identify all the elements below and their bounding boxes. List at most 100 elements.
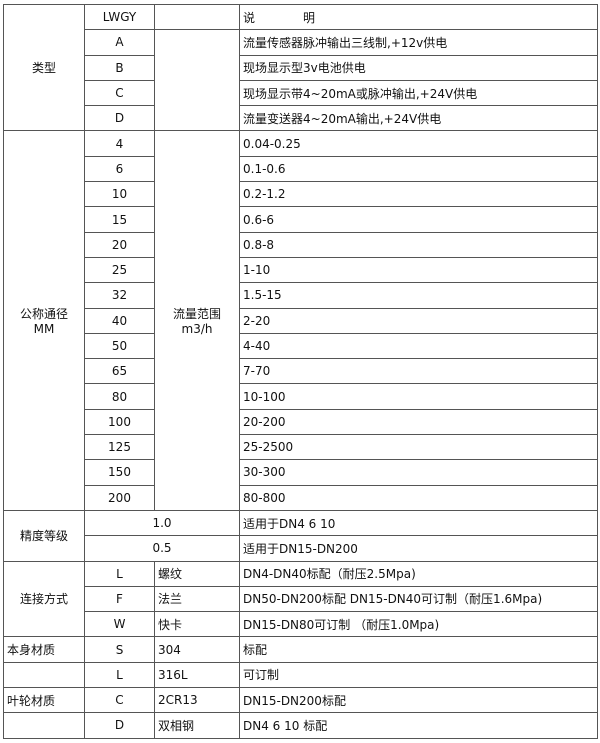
table-row: 100 20-200 — [4, 408, 598, 436]
type-description: 流量变送器4~20mA输出,+24V供电 — [239, 105, 598, 132]
material-code: L — [84, 661, 155, 689]
type-code: B — [84, 54, 155, 81]
table-row: 精度等级 1.0 适用于DN4 6 10 — [3, 509, 598, 562]
flow-range: 0.2-1.2 — [239, 181, 598, 208]
material-code: S — [84, 636, 155, 663]
material-name: 304 — [154, 636, 240, 663]
table-row: D 流量变送器4~20mA输出,+24V供电 — [4, 105, 598, 132]
table-row: 65 7-70 — [4, 358, 598, 385]
material-description: DN4 6 10 标配 — [239, 712, 598, 739]
material-description: 标配 — [239, 636, 598, 663]
body-material-label — [3, 661, 85, 689]
blank-cell — [154, 29, 240, 132]
flow-range: 10-100 — [239, 383, 598, 410]
material-name: 316L — [154, 661, 240, 689]
diameter-code: 200 — [84, 484, 155, 511]
table-row: 15 0.6-6 — [4, 206, 598, 233]
connection-description: DN15-DN80可订制 （耐压1.0Mpa) — [239, 611, 598, 638]
diameter-code: 50 — [84, 332, 155, 360]
accuracy-label: 精度等级 — [3, 509, 85, 562]
material-name: 2CR13 — [154, 687, 240, 714]
table-row: A 流量传感器脉冲输出三线制,+12v供电 — [4, 29, 598, 132]
type-code: D — [84, 105, 155, 132]
type-code: A — [84, 29, 155, 56]
table-row: C 现场显示带4~20mA或脉冲输出,+24V供电 — [4, 79, 598, 107]
diameter-label-text: 公称通径 — [19, 307, 68, 322]
connection-code: W — [84, 611, 155, 638]
material-description: 可订制 — [239, 661, 598, 689]
table-row: 32 1.5-15 — [4, 282, 598, 309]
body-material-label: 本身材质 — [3, 636, 85, 663]
spec-table: 类型 LWGY 说 明 A 流量传感器脉冲输出三线制,+12v供电 B 现场显示型3v电池供… — [3, 3, 598, 739]
flow-range: 0.04-0.25 — [239, 130, 598, 157]
accuracy-code: 0.5 — [84, 535, 240, 562]
table-row: 连接方式 L 螺纹 DN4-DN40标配（耐压2.5Mpa) — [3, 560, 598, 638]
table-row: 公称通径 MM 4 流量范围 m3/h 0.04-0.25 — [3, 130, 598, 511]
table-row: 40 2-20 — [4, 307, 598, 334]
table-row: 叶轮材质 C 2CR13 DN15-DN200标配 — [3, 687, 598, 714]
table-row: 类型 LWGY 说 明 — [3, 3, 598, 132]
table-row: W 快卡 DN15-DN80可订制 （耐压1.0Mpa) — [4, 611, 598, 638]
type-label: 类型 — [3, 3, 85, 132]
diameter-label: 公称通径 MM — [3, 130, 85, 511]
diameter-code: 150 — [84, 459, 155, 486]
diameter-code: 4 — [84, 130, 155, 157]
diameter-code: 25 — [84, 256, 155, 284]
diameter-code: 10 — [84, 181, 155, 208]
table-row: 25 1-10 — [4, 256, 598, 284]
flow-range: 7-70 — [239, 358, 598, 385]
flow-range: 80-800 — [239, 484, 598, 511]
table-row: 80 10-100 — [4, 383, 598, 410]
connection-label: 连接方式 — [3, 560, 85, 638]
type-description: 现场显示带4~20mA或脉冲输出,+24V供电 — [239, 79, 598, 107]
impeller-material-label: 叶轮材质 — [3, 687, 85, 714]
flow-range: 0.8-8 — [239, 231, 598, 258]
accuracy-description: 适用于DN15-DN200 — [239, 535, 598, 562]
blank-cell — [154, 3, 240, 31]
material-code: C — [84, 687, 155, 714]
accuracy-description: 适用于DN4 6 10 — [239, 509, 598, 537]
diameter-code: 125 — [84, 434, 155, 461]
flow-range-label: 流量范围 m3/h — [154, 130, 240, 511]
flow-range: 30-300 — [239, 459, 598, 486]
material-code: D — [84, 712, 155, 739]
connection-code: F — [84, 585, 155, 613]
flow-range: 1.5-15 — [239, 282, 598, 309]
type-description: 现场显示型3v电池供电 — [239, 54, 598, 81]
flow-range: 20-200 — [239, 408, 598, 436]
material-description: DN15-DN200标配 — [239, 687, 598, 714]
connection-code: L — [84, 560, 155, 587]
diameter-code: 20 — [84, 231, 155, 258]
table-row: 6 0.1-0.6 — [4, 155, 598, 183]
code-header: LWGY — [84, 3, 155, 31]
diameter-unit: MM — [33, 322, 55, 337]
flow-range: 1-10 — [239, 256, 598, 284]
connection-name: 快卡 — [154, 611, 240, 638]
table-row: 本身材质 S 304 标配 — [3, 636, 598, 663]
flow-range: 4-40 — [239, 332, 598, 360]
impeller-material-label — [3, 712, 85, 739]
flow-range: 0.1-0.6 — [239, 155, 598, 183]
diameter-code: 32 — [84, 282, 155, 309]
type-description: 流量传感器脉冲输出三线制,+12v供电 — [239, 29, 598, 56]
table-row: L 316L 可订制 — [3, 661, 598, 689]
connection-description: DN50-DN200标配 DN15-DN40可订制（耐压1.6Mpa) — [239, 585, 598, 613]
table-row: 50 4-40 — [4, 332, 598, 360]
flow-range: 2-20 — [239, 307, 598, 334]
type-code: C — [84, 79, 155, 107]
table-row: 10 0.2-1.2 — [4, 181, 598, 208]
table-row: F 法兰 DN50-DN200标配 DN15-DN40可订制（耐压1.6Mpa) — [4, 585, 598, 613]
accuracy-code: 1.0 — [84, 509, 240, 537]
flow-range-label-text: 流量范围 — [172, 307, 221, 322]
flow-range: 25-2500 — [239, 434, 598, 461]
table-row: 20 0.8-8 — [4, 231, 598, 258]
diameter-code: 15 — [84, 206, 155, 233]
diameter-code: 100 — [84, 408, 155, 436]
connection-name: 法兰 — [154, 585, 240, 613]
description-header: 说 明 — [239, 3, 598, 31]
diameter-code: 65 — [84, 358, 155, 385]
table-row: 125 25-2500 — [4, 434, 598, 461]
diameter-code: 6 — [84, 155, 155, 183]
diameter-code: 80 — [84, 383, 155, 410]
connection-name: 螺纹 — [154, 560, 240, 587]
